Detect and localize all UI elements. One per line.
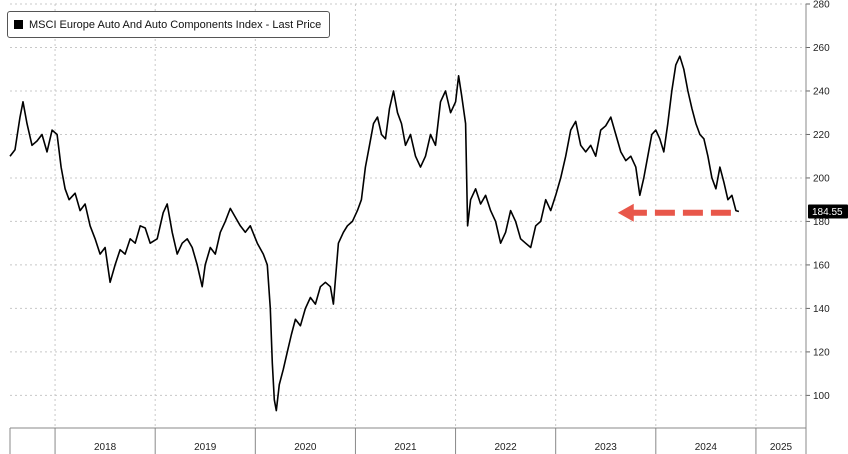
y-tick-label: 240 xyxy=(813,86,830,97)
y-tick-label: 260 xyxy=(813,43,830,54)
y-tick-label: 100 xyxy=(813,391,830,402)
last-price-box xyxy=(808,204,848,219)
grid xyxy=(10,3,806,428)
x-tick-label: 2022 xyxy=(494,442,517,453)
series xyxy=(9,55,740,412)
axes xyxy=(9,3,810,454)
y-tick-label: 280 xyxy=(813,0,830,11)
y-tick-label: 220 xyxy=(813,130,830,141)
x-tick-label: 2021 xyxy=(394,442,417,453)
x-tick-label: 2025 xyxy=(770,442,793,453)
series-line xyxy=(9,55,740,412)
x-tick-label: 2020 xyxy=(294,442,317,453)
y-tick-label: 200 xyxy=(813,173,830,184)
legend: MSCI Europe Auto And Auto Components Ind… xyxy=(7,11,331,38)
x-tick-label: 2018 xyxy=(94,442,117,453)
labels: 100 120 140 160 180 200 220 240 260 280 2018 2019 20… xyxy=(94,0,848,453)
y-tick-label: 180 xyxy=(813,217,830,228)
y-tick-label: 120 xyxy=(813,347,830,358)
last-price-label: 184.55 xyxy=(812,207,843,218)
x-tick-label: 2023 xyxy=(595,442,618,453)
y-tick-label: 140 xyxy=(813,304,830,315)
annotations xyxy=(617,203,731,222)
x-tick-label: 2024 xyxy=(695,442,718,453)
legend-swatch xyxy=(14,20,23,29)
y-tick-label: 160 xyxy=(813,260,830,271)
x-tick-label: 2019 xyxy=(194,442,217,453)
legend-label: MSCI Europe Auto And Auto Components Ind… xyxy=(29,18,322,31)
dashed-arrow-head xyxy=(617,203,634,222)
